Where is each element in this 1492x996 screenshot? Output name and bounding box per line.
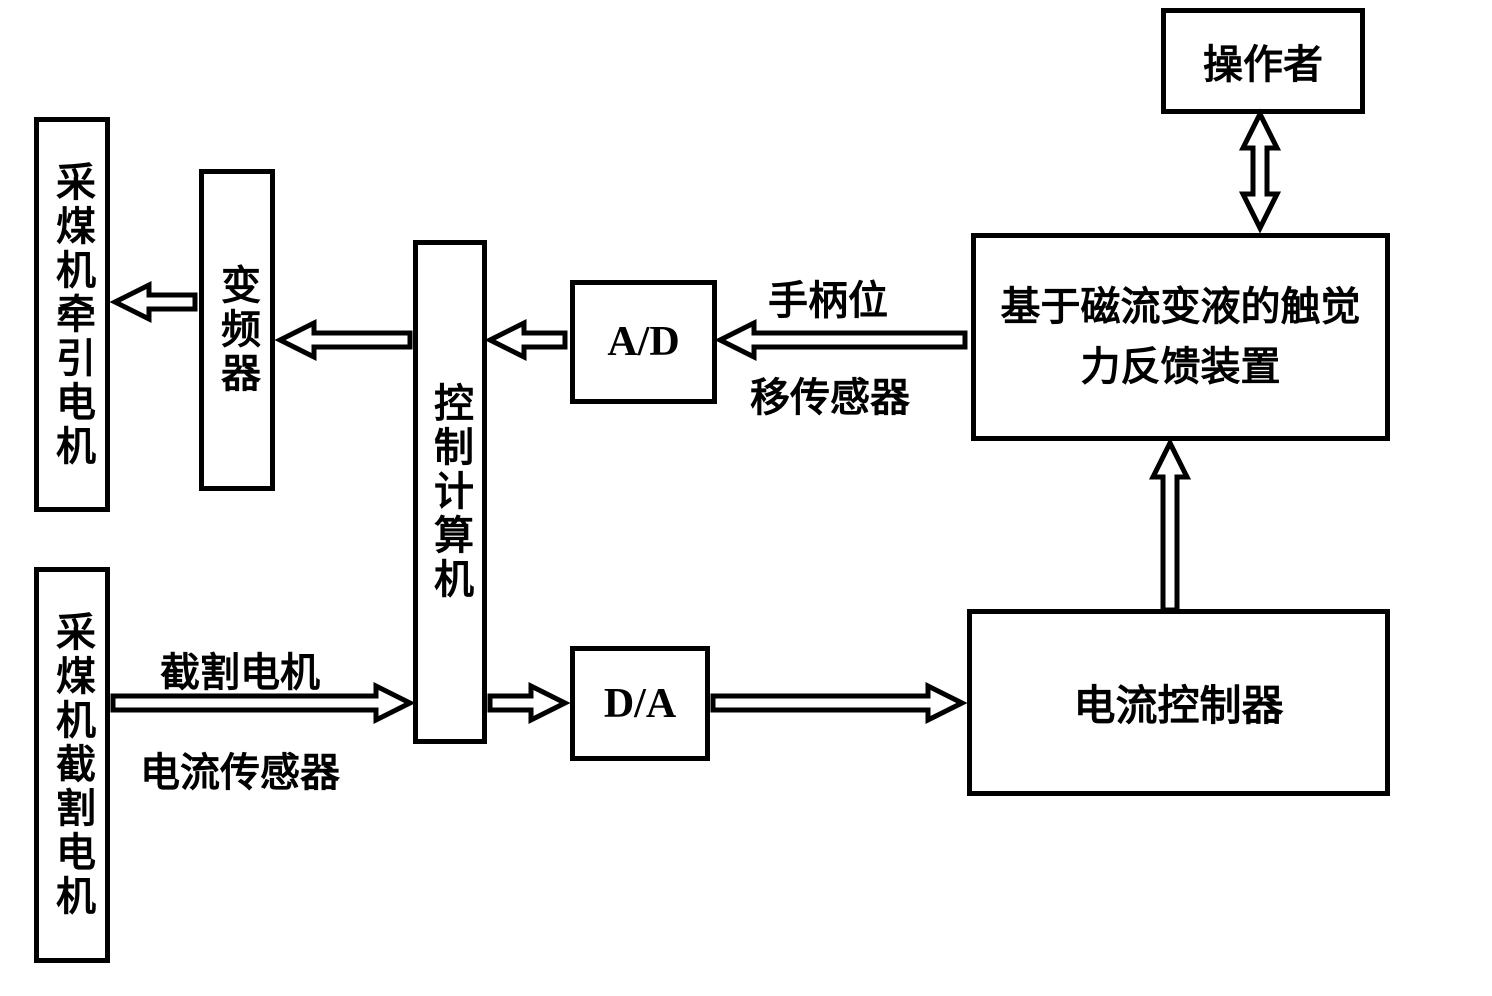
- edge-label-handle-sensor-1: 手柄位: [768, 268, 888, 326]
- edge-label-handle-sensor-2: 移传感器: [750, 365, 910, 423]
- arrows-layer: [0, 0, 1492, 996]
- node-traction-motor: 采煤机牵引电机: [34, 117, 110, 512]
- node-control-computer-label: 控制计算机: [421, 382, 479, 602]
- node-operator-label: 操作者: [1203, 32, 1323, 90]
- node-cutting-motor-label: 采煤机截割电机: [43, 611, 101, 919]
- arrow-4: [280, 323, 410, 357]
- node-traction-motor-label: 采煤机牵引电机: [43, 161, 101, 469]
- arrow-0: [1243, 114, 1277, 228]
- arrow-5: [115, 285, 195, 319]
- node-haptic-device-label: 基于磁流变液的触觉力反馈装置: [986, 277, 1375, 397]
- node-current-controller: 电流控制器: [967, 609, 1390, 796]
- node-inverter-label: 变频器: [208, 264, 266, 396]
- node-control-computer: 控制计算机: [413, 240, 487, 744]
- arrow-3: [490, 323, 565, 357]
- node-da: D/A: [570, 646, 710, 761]
- node-operator: 操作者: [1161, 8, 1365, 114]
- node-cutting-motor: 采煤机截割电机: [34, 567, 110, 963]
- node-ad: A/D: [570, 280, 717, 404]
- node-ad-label: A/D: [607, 318, 679, 366]
- node-da-label: D/A: [604, 680, 676, 728]
- flowchart-diagram: 操作者 采煤机牵引电机 变频器 基于磁流变液的触觉力反馈装置 A/D 控制计算机…: [0, 0, 1492, 996]
- arrow-1: [1153, 443, 1187, 610]
- arrow-2: [720, 323, 965, 357]
- edge-label-cutting-sensor-1: 截割电机: [160, 640, 320, 698]
- arrow-7: [490, 686, 565, 720]
- node-current-controller-label: 电流控制器: [1073, 672, 1283, 733]
- node-inverter: 变频器: [199, 169, 275, 491]
- arrow-8: [713, 686, 962, 720]
- edge-label-cutting-sensor-2: 电流传感器: [140, 740, 340, 798]
- node-haptic-device: 基于磁流变液的触觉力反馈装置: [971, 233, 1390, 441]
